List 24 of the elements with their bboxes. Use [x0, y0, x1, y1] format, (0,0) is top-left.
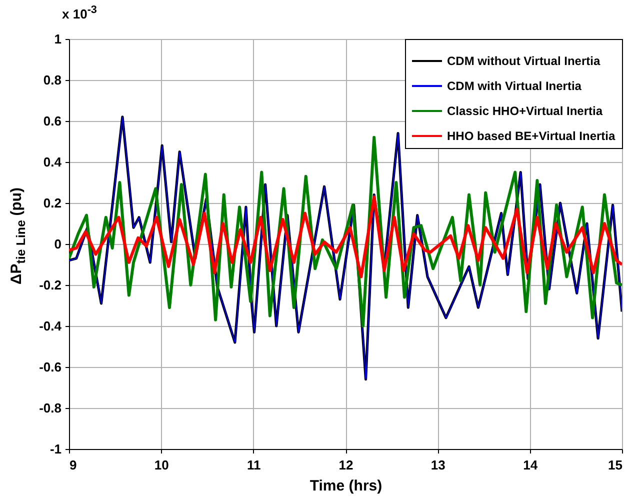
y-tick-label: -1	[50, 442, 62, 456]
legend-label: CDM with Virtual Inertia	[447, 79, 582, 93]
y-tick-label: 0.4	[43, 154, 62, 170]
x-tick-label: 15	[608, 458, 622, 472]
y-tick-label: 0.6	[43, 114, 62, 128]
y-tick-label: -0.8	[39, 400, 62, 416]
legend-label: Classic HHO+Virtual Inertia	[447, 104, 603, 118]
x-axis-title: Time (hrs)	[310, 478, 382, 494]
x-tick-label: 11	[246, 458, 261, 472]
text: x 10$^{-3}$	[62, 4, 97, 22]
x-tick-label: 12	[338, 458, 354, 472]
y-tick-label: 0.8	[43, 72, 62, 88]
x-tick-label: 13	[430, 458, 446, 472]
legend-label: CDM without Virtual Inertia	[447, 54, 600, 68]
y-tick-label: 0	[54, 236, 62, 252]
y-tick-label: -0.6	[39, 360, 62, 374]
y-tick-label: -0.4	[39, 318, 62, 334]
legend-label: HHO based BE+Virtual Inertia	[447, 129, 616, 143]
y-tick-label: -0.2	[39, 278, 62, 292]
x-tick-label: 10	[154, 458, 169, 472]
x-tick-label: 14	[523, 458, 538, 472]
x-tick-label: 9	[70, 458, 77, 472]
y-tick-label: 1	[54, 32, 62, 46]
y-tick-label: 0.2	[43, 196, 62, 210]
